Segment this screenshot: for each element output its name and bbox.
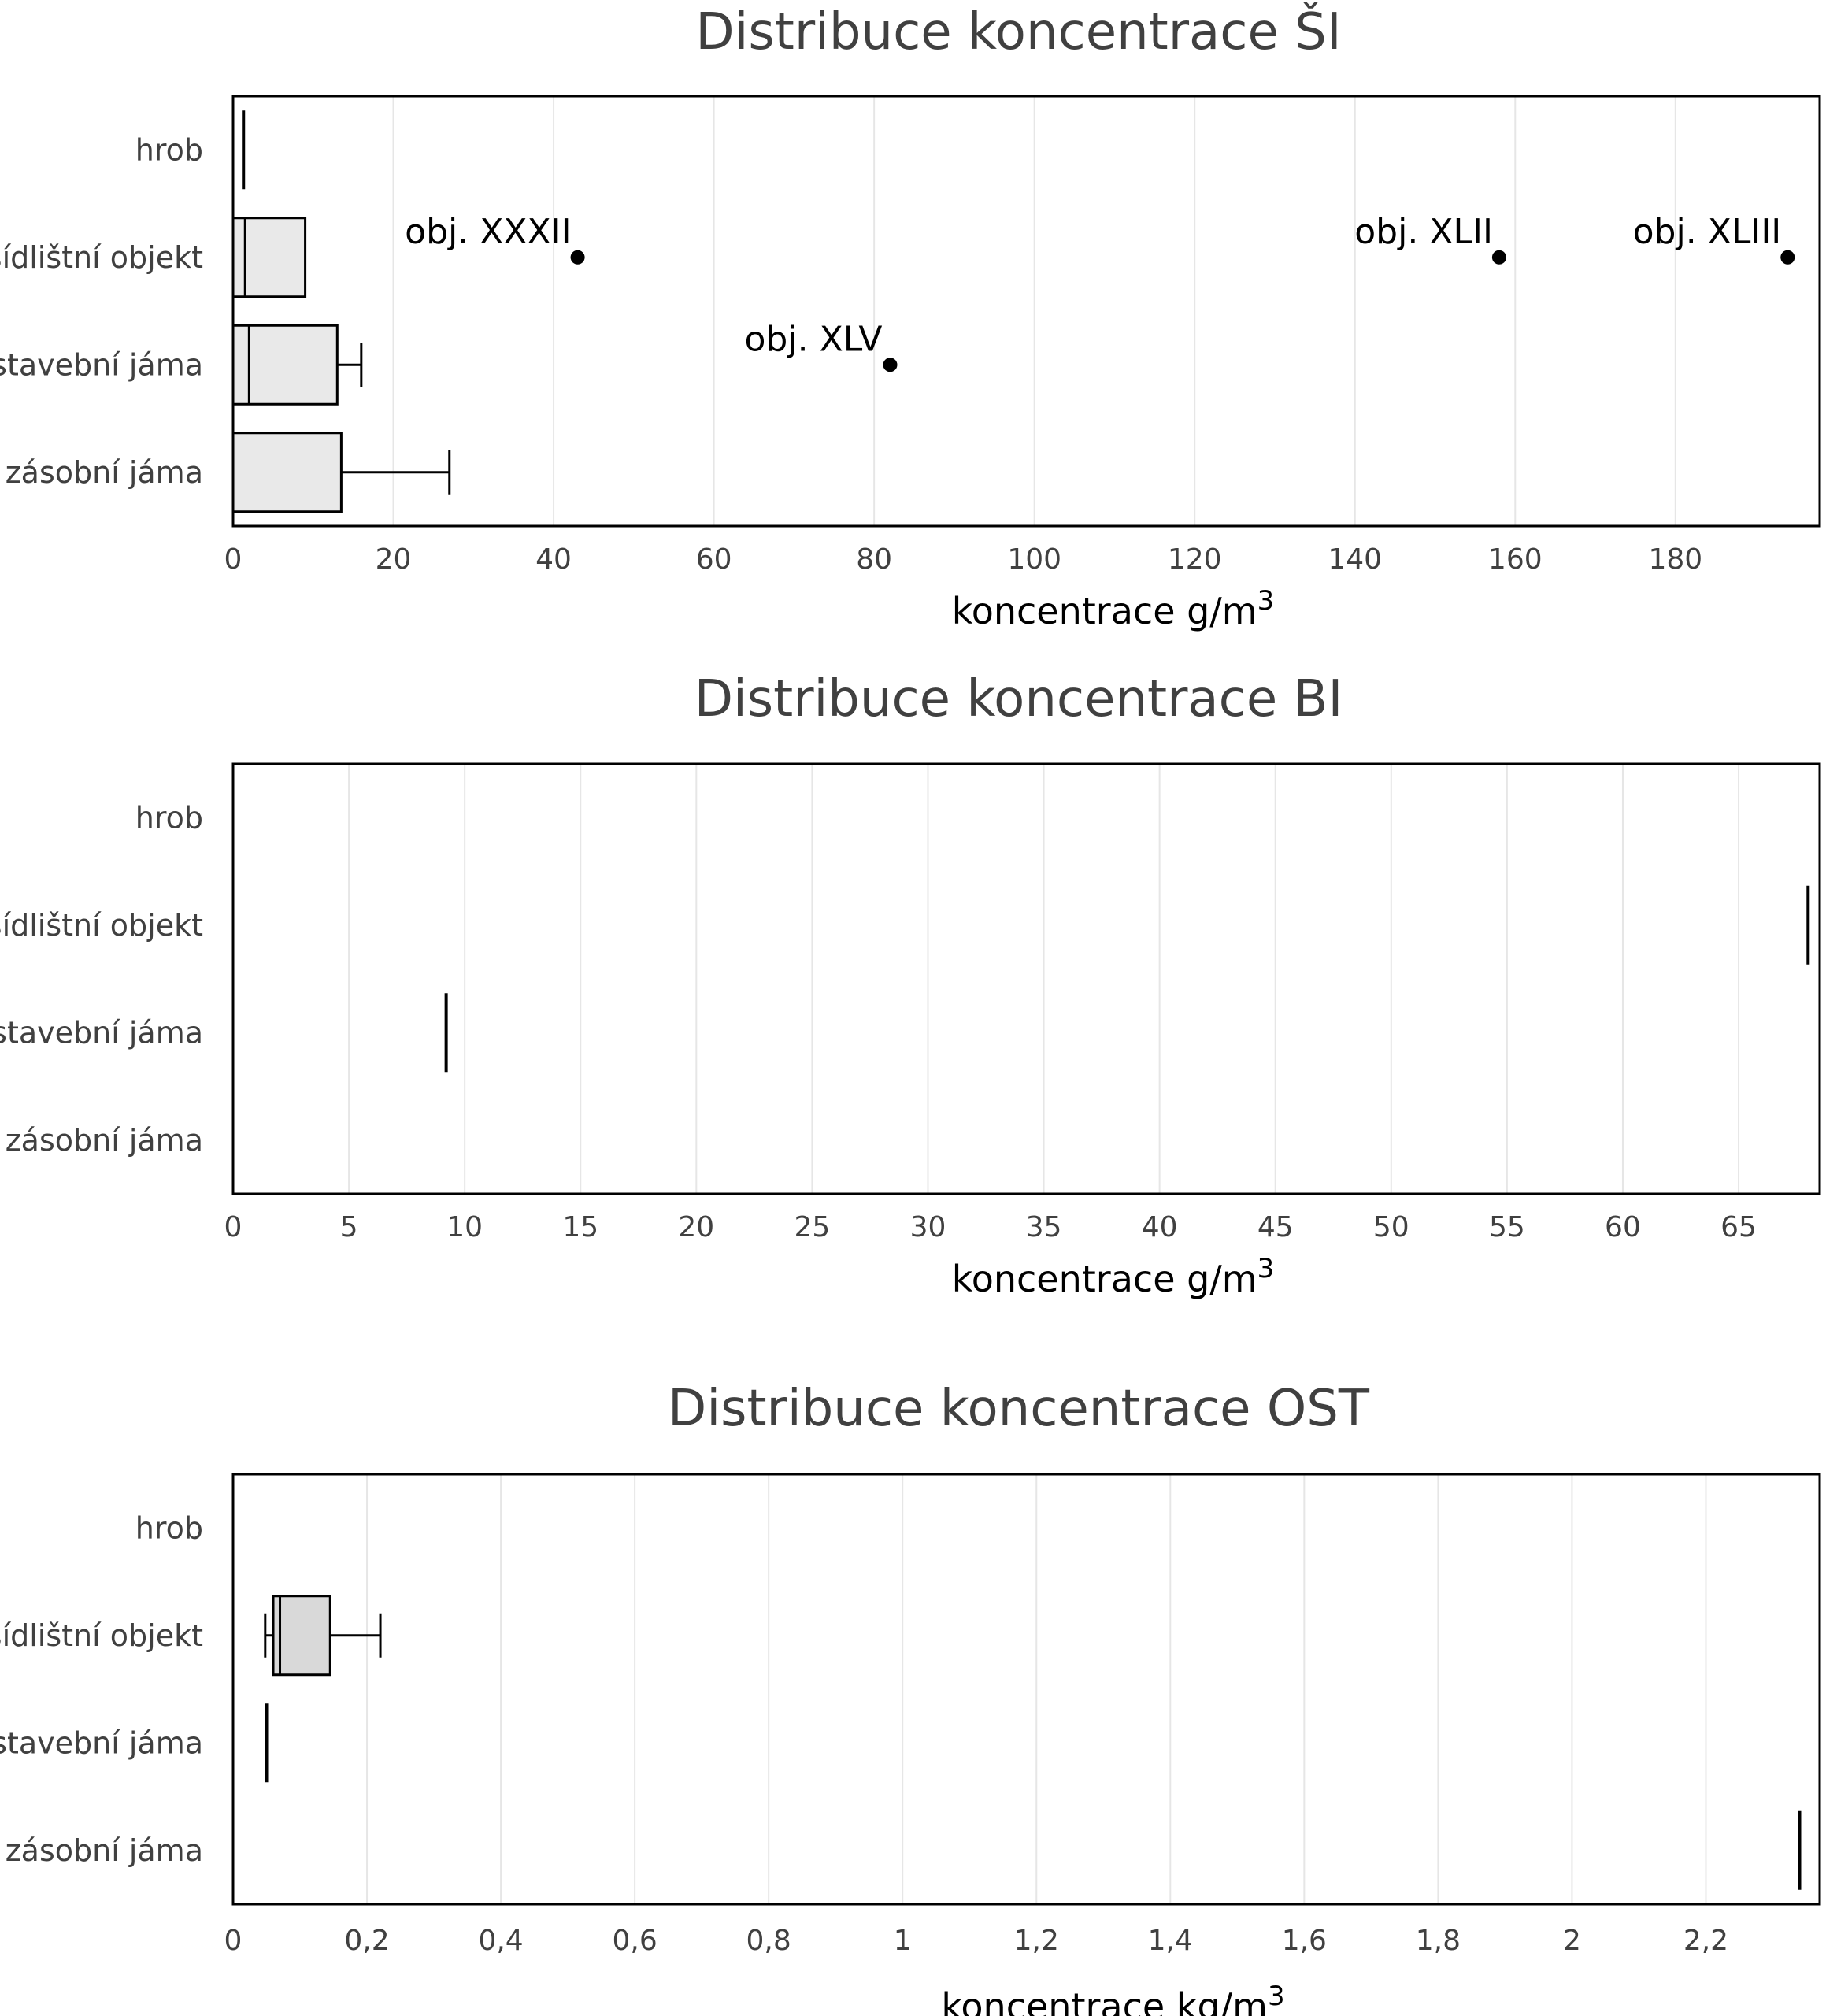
- category-label-zasobni-jama: zásobní jáma: [6, 455, 203, 490]
- x-tick-label: 120: [1168, 543, 1222, 576]
- outlier-point: [883, 358, 898, 372]
- x-tick-label: 20: [678, 1211, 714, 1243]
- outlier-label: obj. XXXII: [405, 212, 571, 252]
- iqr-box: [231, 432, 343, 513]
- x-tick-label: 1,2: [1014, 1925, 1059, 1957]
- category-label-sidlistni-objekt: sídlištní objekt: [0, 1618, 203, 1653]
- box-stavebni-jama: [231, 324, 363, 406]
- category-label-hrob: hrob: [135, 132, 203, 167]
- category-label-stavebni-jama: stavební jáma: [0, 1015, 203, 1050]
- x-axis-label: koncentrace g/m3: [952, 1253, 1275, 1300]
- x-tick-label: 25: [794, 1211, 830, 1243]
- x-tick-label: 0: [224, 543, 243, 576]
- chart-3: Distribuce koncentrace OST 0 0,2 0,4 0,6 0,8 1…: [0, 1380, 1821, 2016]
- chart-title: Distribuce koncentrace OST: [668, 1380, 1370, 1438]
- box-sidlistni-objekt: [264, 1595, 382, 1677]
- iqr-box: [231, 324, 339, 406]
- category-label-sidlistni-objekt: sídlištní objekt: [0, 240, 203, 275]
- x-axis-label: koncentrace kg/m3: [941, 1981, 1284, 2016]
- plot-frame: [231, 1473, 1821, 1906]
- x-axis-label-text: koncentrace g/m: [952, 590, 1257, 632]
- x-tick-label: 10: [446, 1211, 483, 1243]
- outlier-label: obj. XLV: [745, 319, 883, 359]
- x-tick-label: 0,4: [478, 1925, 523, 1957]
- x-tick-label: 5: [340, 1211, 358, 1243]
- category-label-zasobni-jama: zásobní jáma: [6, 1123, 203, 1158]
- chart-2: Distribuce koncentrace BI 0 5 10 15 20 25 30 35 4…: [0, 670, 1821, 1300]
- iqr-box: [272, 1595, 331, 1677]
- box-sidlistni-objekt: [231, 217, 307, 298]
- outlier-point: [570, 250, 585, 265]
- category-label-stavebni-jama: stavební jáma: [0, 347, 203, 382]
- x-axis-label-superscript: 3: [1257, 585, 1275, 617]
- x-tick-label: 0: [224, 1925, 243, 1957]
- x-tick-label: 40: [1142, 1211, 1178, 1243]
- plot-frame: [231, 762, 1821, 1195]
- x-tick-label: 160: [1488, 543, 1543, 576]
- x-axis-label-text: koncentrace g/m: [952, 1258, 1257, 1300]
- x-tick-label: 2: [1563, 1925, 1581, 1957]
- box-zasobni-jama: [231, 432, 451, 513]
- outlier-point: [1780, 250, 1795, 265]
- outlier-label: obj. XLIII: [1633, 212, 1782, 252]
- iqr-box: [231, 217, 307, 298]
- x-axis-label-text: koncentrace kg/m: [941, 1985, 1268, 2016]
- category-label-stavebni-jama: stavební jáma: [0, 1725, 203, 1760]
- x-tick-label: 180: [1648, 543, 1702, 576]
- x-axis-label-superscript: 3: [1257, 1253, 1275, 1284]
- chart-title: Distribuce koncentrace ŠI: [695, 2, 1341, 61]
- x-tick-label: 45: [1257, 1211, 1294, 1243]
- x-tick-label: 60: [1605, 1211, 1641, 1243]
- x-tick-label: 60: [696, 543, 732, 576]
- category-label-hrob: hrob: [135, 800, 203, 835]
- x-tick-label: 80: [856, 543, 892, 576]
- x-tick-label: 0,6: [612, 1925, 657, 1957]
- x-tick-label: 1,8: [1416, 1925, 1461, 1957]
- x-tick-label: 1: [894, 1925, 912, 1957]
- x-tick-label: 100: [1007, 543, 1061, 576]
- x-tick-label: 40: [535, 543, 572, 576]
- category-label-hrob: hrob: [135, 1510, 203, 1545]
- x-tick-label: 0,2: [344, 1925, 389, 1957]
- category-label-zasobni-jama: zásobní jáma: [6, 1833, 203, 1868]
- outlier-label: obj. XLII: [1354, 212, 1493, 252]
- x-tick-label: 55: [1489, 1211, 1525, 1243]
- category-label-sidlistni-objekt: sídlištní objekt: [0, 908, 203, 943]
- chart-title: Distribuce koncentrace BI: [694, 670, 1343, 728]
- x-axis-label: koncentrace g/m3: [952, 585, 1275, 632]
- x-tick-label: 1,4: [1148, 1925, 1193, 1957]
- x-tick-label: 0,8: [746, 1925, 791, 1957]
- x-tick-label: 30: [910, 1211, 946, 1243]
- x-tick-label: 0: [224, 1211, 243, 1243]
- x-tick-label: 20: [376, 543, 412, 576]
- chart-1: Distribuce koncentrace ŠI 0 20 40 60 80 100 120…: [0, 2, 1821, 632]
- outlier-point: [1491, 250, 1506, 265]
- x-tick-label: 65: [1720, 1211, 1757, 1243]
- x-axis-label-superscript: 3: [1268, 1981, 1285, 2012]
- plot-frame: [231, 94, 1821, 528]
- x-tick-label: 15: [562, 1211, 598, 1243]
- x-tick-label: 35: [1026, 1211, 1062, 1243]
- x-tick-label: 140: [1328, 543, 1382, 576]
- x-tick-label: 1,6: [1282, 1925, 1327, 1957]
- x-tick-label: 50: [1373, 1211, 1409, 1243]
- x-tick-label: 2,2: [1683, 1925, 1728, 1957]
